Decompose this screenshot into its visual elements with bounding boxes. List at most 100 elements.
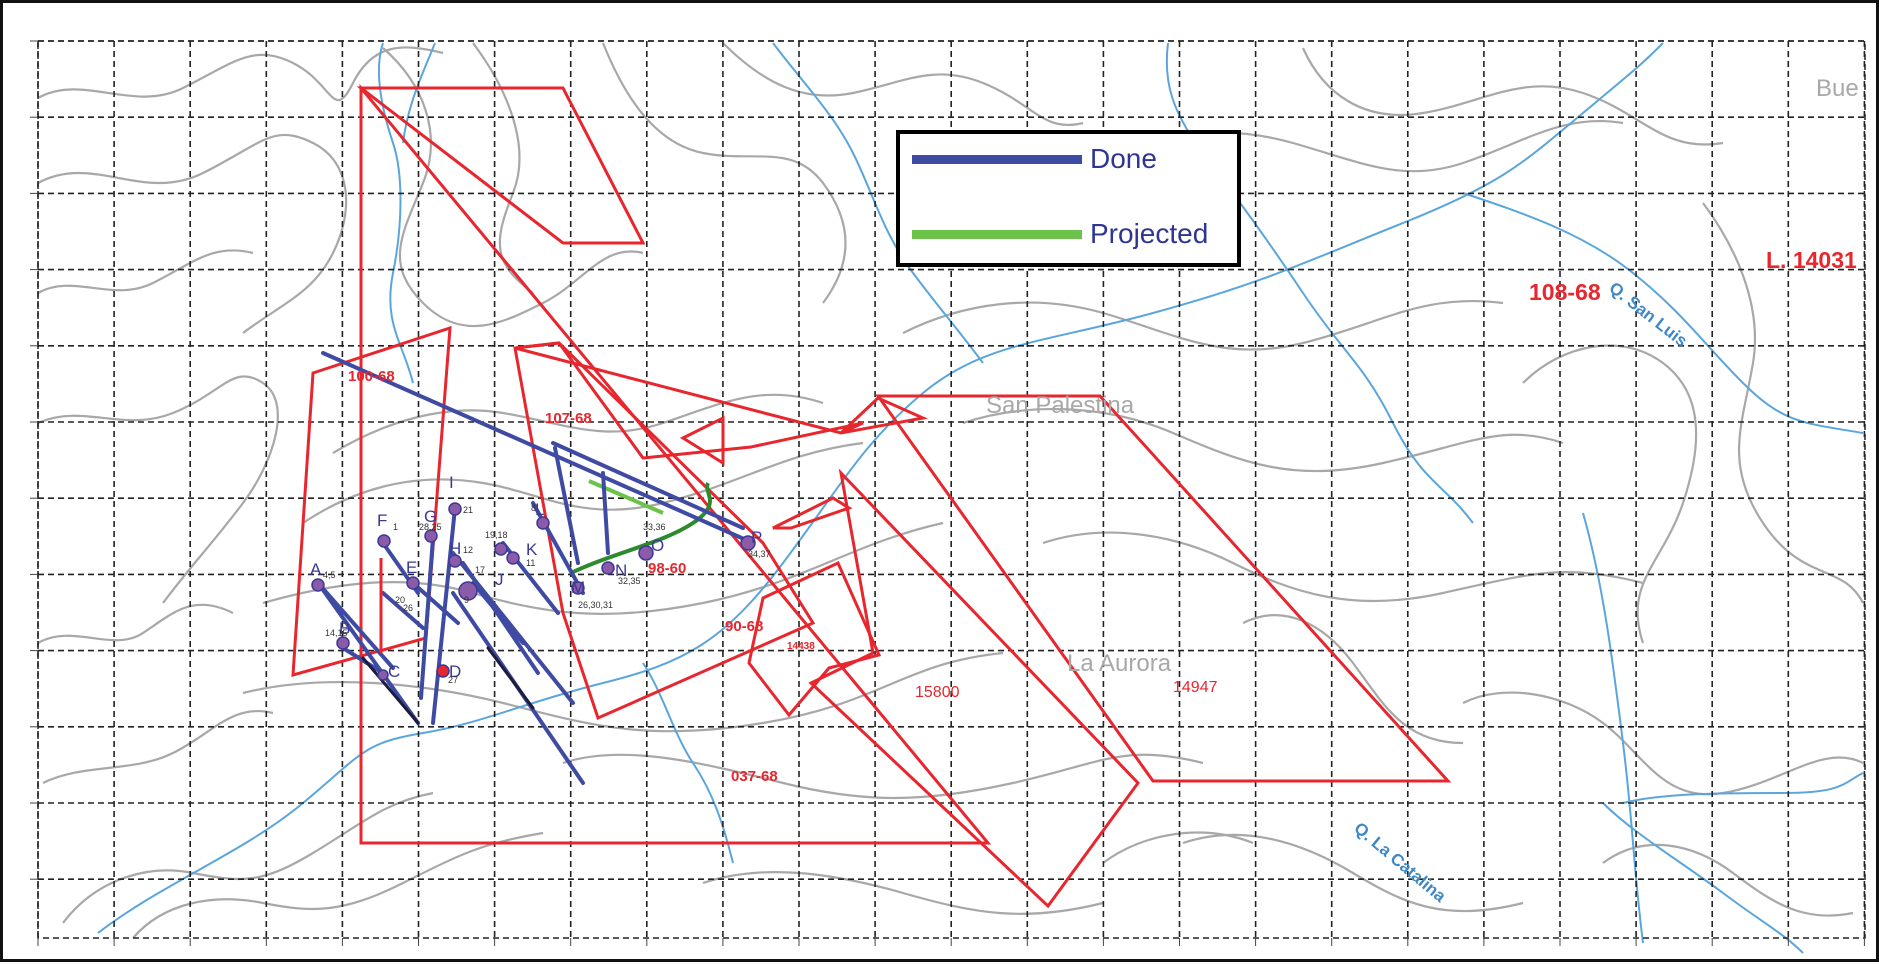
concession-label: 14947 [1173, 679, 1218, 696]
contour-line [1522, 344, 1698, 644]
contour-line [1182, 833, 1524, 913]
drill-hole-number: 14,15 [325, 628, 348, 638]
concession-boundary [356, 86, 646, 245]
drill-hole-number: 17 [475, 565, 485, 575]
drill-collar-g [424, 529, 438, 543]
contour-line [1102, 831, 1254, 864]
done-drill-trace [551, 441, 745, 530]
concessions [291, 83, 1452, 909]
concession-label: L. 14031 [1766, 247, 1857, 273]
drill-hole-letter: N [615, 561, 627, 580]
done-drill-trace [553, 446, 580, 565]
contour-line [62, 791, 434, 924]
concession-label: 90-68 [725, 618, 763, 635]
legend-label-projected: Projected [1090, 218, 1209, 249]
concession-boundary [772, 496, 853, 530]
concession-boundary [513, 341, 816, 721]
concession-boundary [875, 394, 1452, 783]
drill-hole-letter: L [535, 500, 544, 519]
stream-line [1602, 802, 1804, 954]
contour-line [601, 42, 847, 304]
done-drill-trace [381, 591, 425, 630]
drill-hole-letter: B [339, 619, 350, 638]
contour-line [37, 603, 234, 644]
contour-line [962, 407, 1564, 473]
drill-hole-number: 26,30,31 [578, 600, 613, 610]
done-drill-trace [471, 581, 525, 645]
done-drill-trace [341, 646, 385, 675]
done-drill-trace [601, 471, 610, 555]
concession-label: 107-68 [545, 410, 592, 427]
drill-hole-letter: J [495, 570, 504, 589]
drill-collars[interactable] [311, 502, 756, 681]
done-drill-trace [431, 506, 457, 725]
contour-line [242, 651, 1004, 733]
drill-hole-number: 27 [448, 675, 458, 685]
contour-line [702, 871, 1104, 915]
drill-hole-letter: M [571, 578, 585, 597]
drill-collar-main [458, 581, 478, 601]
contour-line [132, 831, 544, 939]
projected-drill-traces [588, 479, 664, 515]
drill-hole-number: 26 [403, 603, 413, 613]
drill-collar-o [638, 545, 654, 561]
drill-hole-letter: F [377, 511, 387, 530]
drill-collar-f [377, 534, 391, 548]
stream-line [772, 42, 984, 364]
legend-swatch-projected [912, 229, 1082, 239]
place-label: Bue [1816, 75, 1859, 102]
stream-line [97, 42, 1664, 934]
drill-collar-b [336, 636, 350, 650]
drill-collar-e [406, 576, 420, 590]
concession-label: 15800 [915, 684, 960, 701]
drill-collar-i [448, 502, 462, 516]
stream-line [1462, 192, 1864, 434]
concession-label: 100-68 [348, 368, 395, 385]
done-drill-traces-dark [361, 646, 535, 725]
done-drill-trace [316, 581, 395, 670]
stream-line [1165, 42, 1474, 524]
projected-deep-traces [570, 482, 712, 575]
stream-line [1622, 772, 1864, 804]
concession-label: 98-60 [648, 560, 686, 577]
drill-collar-c [377, 669, 389, 681]
concession-boundary [808, 468, 1140, 909]
legend-label-done: Done [1090, 143, 1157, 174]
map-canvas: A B C D E F G H I J K L M N O P 4,5 14,1… [30, 40, 1866, 954]
contour-line [1301, 47, 1724, 146]
drill-hole-number: 11 [526, 558, 535, 568]
contour-line [37, 133, 348, 334]
drill-hole-number: 33,36 [643, 522, 666, 532]
concession-boundary [514, 341, 929, 460]
place-label: San Palestina [986, 392, 1135, 419]
drill-collar-k [506, 551, 520, 565]
done-drill-trace [316, 581, 420, 725]
done-drill-trace [419, 536, 435, 700]
concession-boundary [747, 560, 882, 718]
stream-label: Q. La Catalina [1350, 819, 1449, 907]
contour-line [722, 42, 1084, 126]
contour-line [42, 710, 274, 784]
contour-line [1462, 691, 1864, 796]
drill-hole-number: 20 [395, 595, 405, 605]
drill-collar-m [571, 581, 585, 595]
drill-hole-letter: K [526, 540, 538, 559]
drill-hole-letter: I [449, 473, 454, 492]
concession-labels: 100-68 107-68 98-60 90-68 14438 15800 14… [348, 247, 1857, 785]
contour-line [262, 521, 944, 615]
drill-hole-number: 21 [463, 505, 473, 515]
contour-line [1602, 843, 1854, 917]
drill-hole-number: 4,5 [323, 570, 336, 580]
done-drill-trace [486, 646, 535, 710]
projected-drill-trace [588, 479, 664, 515]
drill-hole-number: 28,25 [419, 522, 442, 532]
legend-row-projected: Projected [912, 218, 1209, 249]
drill-collar-d[interactable] [436, 664, 450, 678]
drill-hole-number: 34,37 [748, 549, 771, 559]
axis-ticks [30, 40, 1865, 946]
drill-hole-number: 19,18 [485, 530, 508, 540]
coordinate-grid [37, 40, 1866, 939]
concession-boundary [679, 415, 725, 466]
contour-line [382, 47, 644, 328]
